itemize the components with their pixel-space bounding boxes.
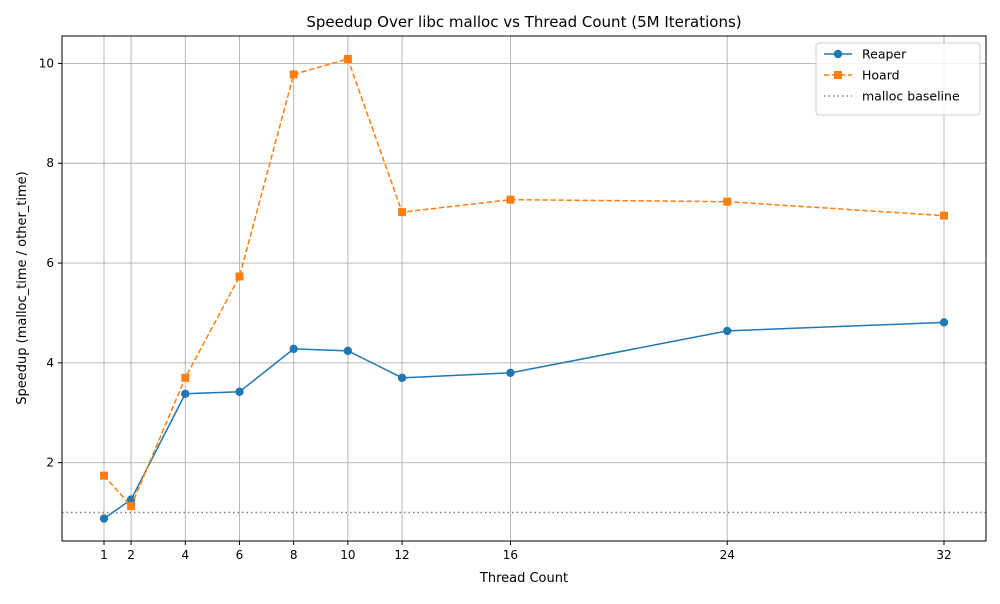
hoard-data-point [100,471,108,480]
x-tick-label: 1 [100,548,108,562]
hoard-data-point [723,197,732,206]
y-tick-label: 10 [39,56,54,70]
legend-reaper-marker [833,49,843,59]
hoard-data-point [506,195,515,204]
x-tick-label: 24 [720,548,735,562]
legend-reaper-label: Reaper [862,47,907,62]
legend-hoard-marker [834,71,842,79]
hoard-data-point [127,502,136,511]
reaper-data-point [99,514,109,523]
reaper-data-point [289,344,298,354]
x-tick-label: 6 [236,548,244,562]
chart-title: Speedup Over libc malloc vs Thread Count… [306,13,741,31]
y-tick-label: 2 [46,456,54,470]
y-axis-label: Speedup (malloc_time / other_time) [15,171,30,405]
hoard-data-point [235,272,244,281]
reaper-data-point [939,318,949,327]
grid-layer [62,36,986,541]
y-axis-ticks: 2 4 6 8 10 [39,56,62,470]
reaper-data-point [723,326,732,336]
reaper-data-point [235,387,244,396]
hoard-data-point [398,208,407,217]
hoard-data-point [181,373,190,382]
reaper-data-point [126,495,136,504]
reaper-data-point [181,389,190,398]
x-tick-label: 4 [181,548,189,562]
y-tick-label: 4 [46,356,54,370]
x-tick-label: 12 [394,548,409,562]
hoard-series-line [103,58,945,508]
x-axis-label: Thread Count [479,571,568,586]
reaper-data-point [397,373,407,383]
x-tick-label: 32 [936,548,951,562]
reaper-data-point [343,346,353,356]
reaper-data-point [506,368,515,378]
legend: Reaper Hoard malloc baseline [815,42,981,116]
x-axis-ticks: 1 2 4 6 8 10 12 16 24 32 [100,541,952,562]
x-tick-label: 10 [340,548,355,562]
reaper-series-line [103,321,945,520]
x-tick-label: 8 [290,548,298,562]
hoard-data-point [289,70,298,79]
x-tick-label: 2 [127,548,135,562]
y-tick-label: 6 [46,256,54,270]
legend-entries: Reaper Hoard malloc baseline [824,47,960,104]
y-tick-label: 8 [46,156,54,170]
legend-malloc-baseline-label: malloc baseline [862,89,960,104]
hoard-data-point [343,54,352,63]
x-tick-label: 16 [503,548,518,562]
legend-box [815,42,981,116]
series-layer [99,54,949,523]
plot-frame [61,35,987,542]
hoard-data-point [940,211,948,220]
legend-hoard-label: Hoard [862,68,900,83]
